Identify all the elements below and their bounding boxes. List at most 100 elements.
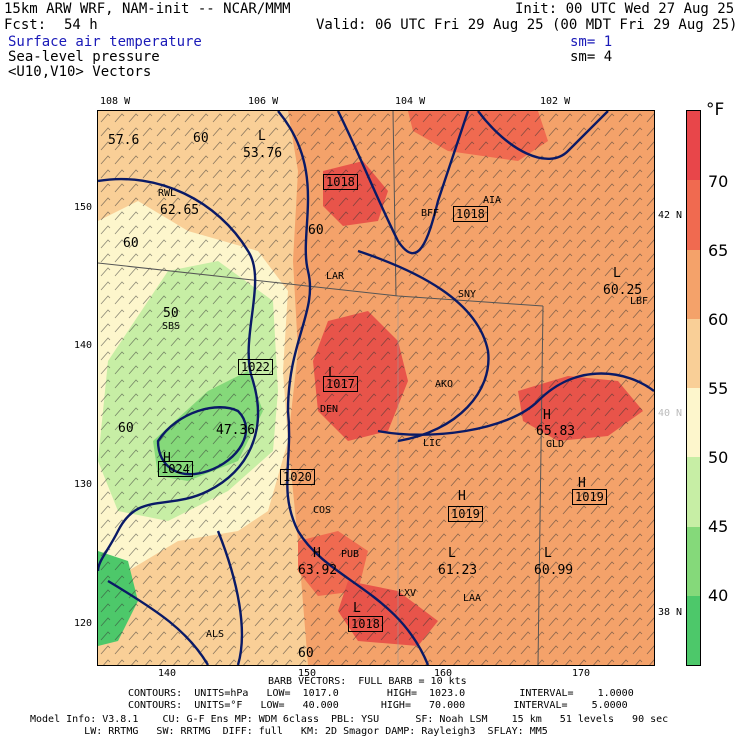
pressure-box: 1018 bbox=[323, 174, 358, 190]
isobar-south bbox=[216, 530, 244, 665]
high-marker: H bbox=[578, 476, 586, 491]
lat-tick-42n: 42 N bbox=[658, 210, 683, 221]
lat-tick-40n: 40 N bbox=[658, 408, 683, 419]
pressure-box: 1019 bbox=[448, 506, 483, 522]
station-label: LAA bbox=[463, 593, 482, 604]
lon-tick-102w: 102 W bbox=[540, 96, 571, 107]
pressure-box: 1018 bbox=[453, 206, 488, 222]
pressure-box: 1018 bbox=[348, 616, 383, 632]
pressure-box: 1020 bbox=[280, 469, 315, 485]
station-label: LIC bbox=[423, 438, 442, 449]
model-title: 15km ARW WRF, NAM-init -- NCAR/MMM bbox=[4, 1, 291, 17]
temp-value: 61.23 bbox=[438, 563, 478, 578]
colorbar-segment bbox=[687, 457, 700, 527]
temp-value: 63.92 bbox=[298, 563, 338, 578]
isobar-1024 bbox=[156, 406, 248, 476]
isobar-1019 bbox=[277, 111, 430, 665]
station-label: ALS bbox=[206, 629, 225, 640]
low-marker: L bbox=[613, 266, 621, 281]
map-panel[interactable]: 1018 1018 1017 1022 1024 1020 1019 1019 … bbox=[97, 110, 655, 666]
temp-value: 60 bbox=[308, 223, 324, 238]
station-label: COS bbox=[313, 505, 332, 516]
station-label: LAR bbox=[326, 271, 345, 282]
pressure-box: 1024 bbox=[158, 461, 193, 477]
station-label: RWL bbox=[158, 188, 177, 199]
lon-tick-106w: 106 W bbox=[248, 96, 279, 107]
colorbar-segment bbox=[687, 595, 700, 665]
colorbar-segment bbox=[687, 180, 700, 250]
model-info-2: LW: RRTMG SW: RRTMG DIFF: full KM: 2D Sm… bbox=[30, 726, 548, 737]
colorbar bbox=[686, 110, 701, 666]
temp-value: 50 bbox=[163, 306, 179, 321]
init-time: Init: 00 UTC Wed 27 Aug 25 bbox=[515, 1, 735, 17]
pressure-box: 1017 bbox=[323, 376, 358, 392]
colorbar-label-70: 70 bbox=[708, 172, 729, 191]
field-surface-temp-smoothing: sm= 1 bbox=[570, 34, 613, 50]
colorbar-label-65: 65 bbox=[708, 241, 729, 260]
temp-value: 47.36 bbox=[216, 423, 256, 438]
low-marker: L bbox=[353, 601, 361, 616]
field-slp: Sea-level pressure bbox=[8, 49, 160, 65]
field-surface-temp: Surface air temperature bbox=[8, 34, 202, 50]
temp-value: 60 bbox=[298, 646, 314, 661]
temp-value: 60.25 bbox=[603, 283, 643, 298]
field-slp-smoothing: sm= 4 bbox=[570, 49, 613, 65]
contours-f: CONTOURS: UNITS=°F LOW= 40.000 HIGH= 70.… bbox=[128, 700, 628, 711]
isobar-1018-north bbox=[336, 111, 470, 255]
valid-time: Valid: 06 UTC Fri 29 Aug 25 (00 MDT Fri … bbox=[316, 17, 738, 33]
y-tick-120: 120 bbox=[74, 618, 93, 629]
y-tick-150: 150 bbox=[74, 202, 93, 213]
lon-tick-104w: 104 W bbox=[395, 96, 426, 107]
colorbar-segment bbox=[687, 526, 700, 596]
high-marker: H bbox=[313, 546, 321, 561]
model-info: Model Info: V3.8.1 CU: G-F Ens MP: WDM 6… bbox=[30, 714, 669, 725]
y-tick-130: 130 bbox=[74, 479, 93, 490]
high-marker: H bbox=[543, 408, 551, 423]
y-tick-140: 140 bbox=[74, 340, 93, 351]
forecast-hours: 54 h bbox=[64, 17, 98, 33]
colorbar-label-50: 50 bbox=[708, 448, 729, 467]
station-label: PUB bbox=[341, 549, 360, 560]
colorbar-label-60: 60 bbox=[708, 310, 729, 329]
temp-value: 65.83 bbox=[536, 424, 576, 439]
colorbar-label-45: 45 bbox=[708, 517, 729, 536]
temp-value: 60 bbox=[118, 421, 134, 436]
colorbar-segment bbox=[687, 111, 700, 181]
station-label: LBF bbox=[630, 296, 649, 307]
isobar-1018-east bbox=[377, 372, 654, 436]
pressure-box: 1022 bbox=[238, 359, 273, 375]
forecast-label: Fcst: bbox=[4, 17, 47, 33]
colorbar-segment bbox=[687, 249, 700, 319]
border-co-ks bbox=[537, 305, 544, 665]
temp-value: 60 bbox=[193, 131, 209, 146]
isobar-1017 bbox=[357, 249, 490, 443]
colorbar-segment bbox=[687, 318, 700, 388]
colorbar-segment bbox=[687, 388, 700, 458]
temp-value: 57.6 bbox=[108, 133, 140, 148]
x-tick-150: 150 bbox=[298, 668, 317, 679]
low-marker: L bbox=[328, 366, 336, 381]
high-marker: H bbox=[163, 451, 171, 466]
wind-barbs bbox=[98, 111, 654, 665]
station-label: LXV bbox=[398, 588, 417, 599]
lat-tick-38n: 38 N bbox=[658, 607, 683, 618]
high-marker: H bbox=[458, 489, 466, 504]
isobar-1018-ne bbox=[477, 111, 609, 161]
colorbar-label-55: 55 bbox=[708, 379, 729, 398]
field-wind-vectors: <U10,V10> Vectors bbox=[8, 64, 152, 80]
lon-tick-108w: 108 W bbox=[100, 96, 131, 107]
station-label: DEN bbox=[320, 404, 339, 415]
isobar-sw bbox=[107, 579, 210, 665]
low-marker: L bbox=[258, 129, 266, 144]
contours-hpa: CONTOURS: UNITS=hPa LOW= 1017.0 HIGH= 10… bbox=[128, 688, 634, 699]
temp-value: 60 bbox=[123, 236, 139, 251]
x-tick-140: 140 bbox=[158, 668, 177, 679]
station-label: GLD bbox=[546, 439, 565, 450]
x-tick-170: 170 bbox=[572, 668, 591, 679]
temp-value: 62.65 bbox=[160, 203, 200, 218]
low-marker: L bbox=[544, 546, 552, 561]
station-label: AKO bbox=[435, 379, 454, 390]
station-label: BFF bbox=[421, 208, 440, 219]
barb-vectors-note: BARB VECTORS: FULL BARB = 10 kts bbox=[268, 676, 467, 687]
temp-value: 53.76 bbox=[243, 146, 283, 161]
